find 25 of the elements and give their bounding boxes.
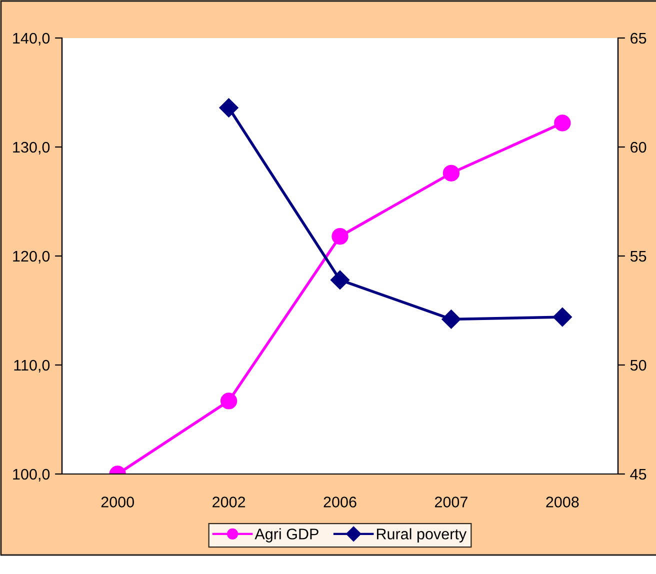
point: [220, 392, 238, 410]
y2-tick-label: 55: [630, 251, 646, 262]
y-tick-label: 100,0: [13, 468, 50, 482]
y2-tick-label: 50: [630, 360, 646, 371]
point: [332, 228, 348, 245]
y-tick-label: 130,0: [13, 142, 50, 154]
y2-tick-label: 45: [630, 469, 646, 480]
x-tick-label: 2008: [546, 496, 579, 508]
y-tick-label: 140,0: [13, 32, 50, 46]
legend-label: Agri GDP: [254, 528, 318, 542]
x-tick-label: 2002: [212, 496, 246, 508]
point: [219, 98, 238, 118]
x-tick-label: 2000: [101, 496, 134, 508]
y2-tick-label: 65: [630, 32, 646, 44]
y-tick-label: 120,0: [13, 250, 50, 264]
x-tick-label: 2006: [324, 496, 356, 508]
y2-tick-label: 60: [630, 142, 646, 153]
x-tick-label: 2007: [434, 496, 468, 508]
point: [554, 114, 571, 132]
point: [552, 308, 572, 327]
legend-label: Rural poverty: [376, 528, 467, 542]
y-tick-label: 110,0: [14, 360, 50, 372]
point: [442, 164, 460, 182]
point: [442, 310, 461, 329]
point: [330, 270, 350, 290]
